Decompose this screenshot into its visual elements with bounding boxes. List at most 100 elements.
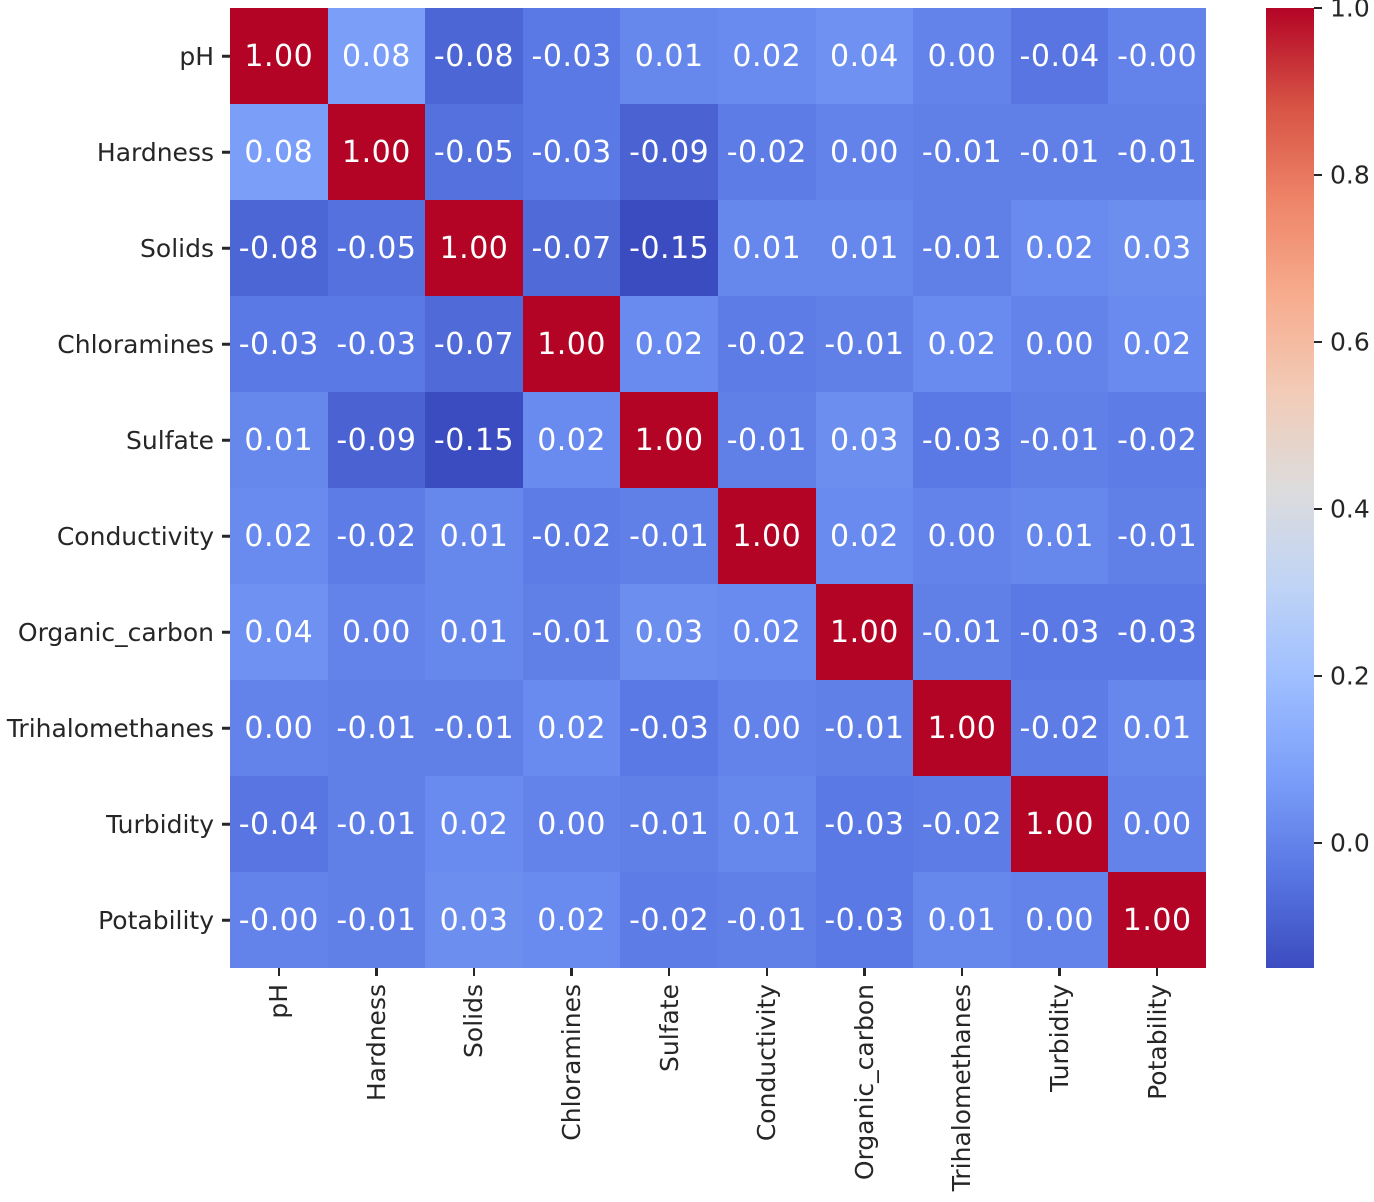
heatmap-cell-Turbidity-Solids: 0.02 — [425, 776, 523, 872]
heatmap-cell-Organic_carbon-Turbidity: -0.03 — [1010, 584, 1109, 680]
y-label-row-Conductivity: Conductivity — [0, 488, 230, 584]
cell-value: 0.02 — [1025, 230, 1094, 266]
heatmap-cell-Trihalomethanes-Chloramines: 0.02 — [522, 680, 621, 776]
y-label-row-Trihalomethanes: Trihalomethanes — [0, 680, 230, 776]
heatmap-cell-Hardness-Potability: -0.01 — [1108, 104, 1206, 200]
cell-value: 1.00 — [439, 230, 509, 266]
cell-value: 0.02 — [732, 38, 802, 74]
heatmap-cell-Organic_carbon-Trihalomethanes: -0.01 — [913, 584, 1011, 680]
cell-value: -0.07 — [531, 230, 612, 266]
heatmap-cell-Trihalomethanes-Conductivity: 0.00 — [717, 680, 816, 776]
y-axis-tick — [222, 54, 230, 58]
heatmap-cell-pH-pH: 1.00 — [230, 8, 328, 104]
heatmap-cell-Chloramines-Solids: -0.07 — [425, 296, 523, 392]
cell-value: -0.07 — [433, 326, 515, 362]
heatmap-cell-Potability-Hardness: -0.01 — [327, 872, 426, 968]
y-axis-label: Turbidity — [106, 809, 214, 839]
cell-value: -0.08 — [433, 38, 515, 74]
heatmap-cell-Trihalomethanes-Organic_carbon: -0.01 — [815, 680, 914, 776]
x-axis-tick — [863, 968, 866, 976]
heatmap-cell-Potability-Turbidity: 0.00 — [1010, 872, 1109, 968]
heatmap-cell-Potability-Conductivity: -0.01 — [717, 872, 816, 968]
cell-value: -0.03 — [1117, 614, 1198, 650]
cell-value: -0.03 — [531, 134, 612, 170]
heatmap-cell-Sulfate-Conductivity: -0.01 — [717, 392, 816, 488]
heatmap-cell-Potability-Potability: 1.00 — [1108, 872, 1206, 968]
x-axis-tick — [375, 968, 378, 976]
heatmap-cell-Conductivity-Hardness: -0.02 — [327, 488, 426, 584]
cell-value: -0.08 — [238, 230, 319, 266]
cell-value: 0.01 — [634, 38, 704, 74]
heatmap-cell-Chloramines-Chloramines: 1.00 — [522, 296, 621, 392]
y-axis-tick — [222, 822, 230, 826]
heatmap-cell-pH-Chloramines: -0.03 — [522, 8, 621, 104]
heatmap-cell-Solids-Chloramines: -0.07 — [522, 200, 621, 296]
heatmap-cell-Trihalomethanes-Turbidity: -0.02 — [1010, 680, 1109, 776]
cell-value: 0.00 — [829, 134, 899, 170]
x-label-col-Chloramines: Chloramines — [523, 968, 621, 1202]
heatmap-cell-Organic_carbon-Potability: -0.03 — [1108, 584, 1206, 680]
x-axis-label: Solids — [459, 984, 489, 1058]
heatmap-cell-pH-Organic_carbon: 0.04 — [815, 8, 914, 104]
colorbar-gradient — [1266, 8, 1314, 968]
colorbar-tick — [1314, 674, 1322, 678]
heatmap-cell-Turbidity-Turbidity: 1.00 — [1010, 776, 1109, 872]
heatmap-cell-Chloramines-Trihalomethanes: 0.02 — [913, 296, 1011, 392]
cell-value: 1.00 — [927, 710, 997, 746]
cell-value: 1.00 — [341, 134, 411, 170]
cell-value: -0.03 — [336, 326, 417, 362]
y-axis-tick — [222, 630, 230, 634]
x-label-col-Hardness: Hardness — [328, 968, 426, 1202]
cell-value: -0.00 — [1117, 38, 1198, 74]
cell-value: -0.03 — [531, 38, 612, 74]
heatmap-cell-Sulfate-Organic_carbon: 0.03 — [815, 392, 914, 488]
heatmap-cell-Turbidity-pH: -0.04 — [230, 776, 328, 872]
heatmap-cell-Sulfate-Solids: -0.15 — [425, 392, 523, 488]
cell-value: -0.01 — [336, 902, 417, 938]
cell-value: -0.01 — [433, 710, 515, 746]
heatmap-cell-Trihalomethanes-pH: 0.00 — [230, 680, 328, 776]
heatmap-cell-Sulfate-pH: 0.01 — [230, 392, 328, 488]
heatmap-cell-Potability-pH: -0.00 — [230, 872, 328, 968]
heatmap-cell-Turbidity-Organic_carbon: -0.03 — [815, 776, 914, 872]
cell-value: 0.03 — [634, 614, 704, 650]
cell-value: 0.01 — [439, 614, 509, 650]
cell-value: -0.01 — [1117, 518, 1198, 554]
cell-value: 0.02 — [732, 614, 802, 650]
cell-value: 0.02 — [537, 710, 606, 746]
cell-value: 0.02 — [634, 326, 704, 362]
heatmap-cell-Organic_carbon-Sulfate: 0.03 — [620, 584, 718, 680]
cell-value: -0.05 — [336, 230, 417, 266]
cell-value: -0.15 — [433, 422, 515, 458]
cell-value: 0.03 — [439, 902, 509, 938]
heatmap-cell-Solids-pH: -0.08 — [230, 200, 328, 296]
x-axis-label: Chloramines — [557, 984, 587, 1141]
cell-value: 1.00 — [732, 518, 802, 554]
heatmap-cell-pH-Hardness: 0.08 — [327, 8, 426, 104]
y-axis-label: pH — [179, 41, 214, 71]
cell-value: 0.01 — [829, 230, 899, 266]
heatmap-cell-Organic_carbon-Hardness: 0.00 — [327, 584, 426, 680]
x-label-col-Organic_carbon: Organic_carbon — [816, 968, 914, 1202]
cell-value: 0.02 — [829, 518, 899, 554]
heatmap-cell-Turbidity-Hardness: -0.01 — [327, 776, 426, 872]
y-label-row-pH: pH — [0, 8, 230, 104]
cell-value: 0.04 — [829, 38, 899, 74]
x-label-col-Sulfate: Sulfate — [620, 968, 718, 1202]
x-axis-label: Conductivity — [752, 984, 782, 1142]
y-axis-label: Sulfate — [126, 425, 214, 455]
cell-value: 1.00 — [1122, 902, 1192, 938]
cell-value: -0.01 — [921, 134, 1003, 170]
cell-value: -0.01 — [336, 710, 417, 746]
heatmap-cell-Conductivity-Chloramines: -0.02 — [522, 488, 621, 584]
y-axis-label: Hardness — [96, 137, 214, 167]
cell-value: -0.02 — [921, 806, 1003, 842]
cell-value: -0.01 — [1019, 422, 1100, 458]
heatmap-cell-Organic_carbon-pH: 0.04 — [230, 584, 328, 680]
cell-value: -0.02 — [1019, 710, 1100, 746]
heatmap-cell-Sulfate-Hardness: -0.09 — [327, 392, 426, 488]
heatmap-cell-Hardness-Solids: -0.05 — [425, 104, 523, 200]
cell-value: -0.03 — [921, 422, 1003, 458]
cell-value: -0.03 — [1019, 614, 1100, 650]
